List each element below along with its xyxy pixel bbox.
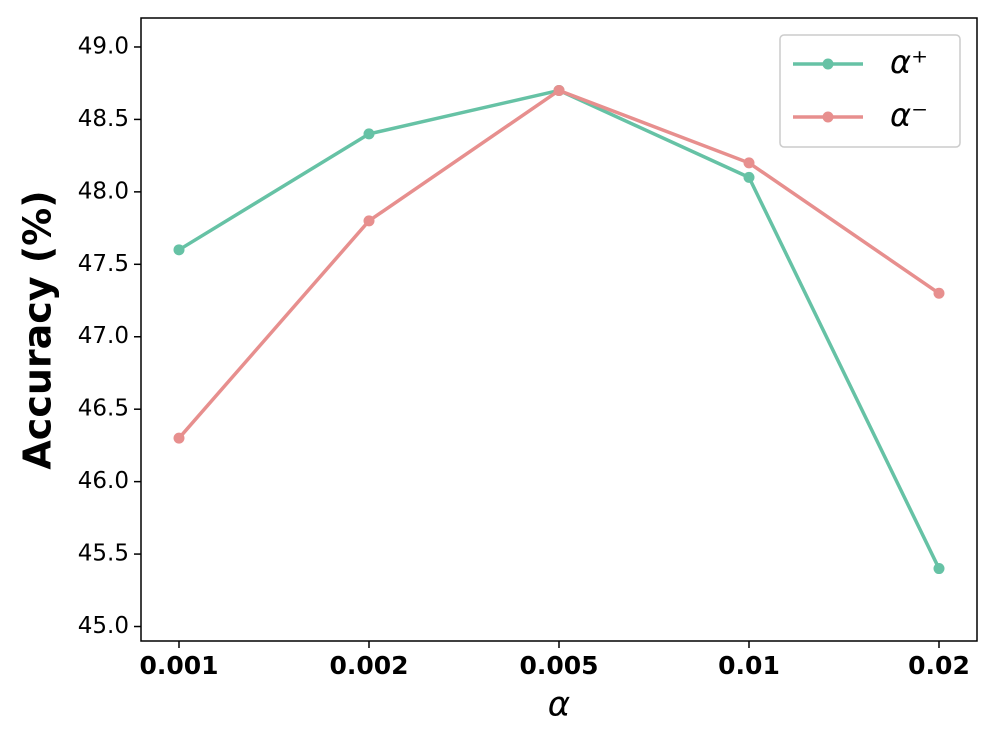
y-tick-label: 48.0 — [78, 178, 129, 204]
y-tick-label: 45.5 — [78, 541, 129, 567]
point — [173, 244, 185, 256]
x-tick-label: 0.005 — [519, 651, 598, 680]
point — [363, 215, 375, 227]
legend-marker — [822, 111, 834, 123]
line — [178, 88, 941, 570]
x-tick-label: 0.01 — [718, 651, 780, 680]
y-tick-label: 45.0 — [78, 613, 129, 639]
legend-label: α⁺ — [890, 43, 928, 81]
y-tick-label: 47.5 — [78, 251, 129, 277]
legend-label: α⁻ — [890, 96, 928, 134]
point — [933, 287, 945, 299]
point — [173, 432, 185, 444]
x-axis-label: α — [548, 685, 570, 725]
point — [933, 563, 945, 575]
y-tick-label: 46.5 — [78, 396, 129, 422]
point — [743, 171, 755, 183]
legend-marker — [822, 58, 834, 70]
y-tick-label: 49.0 — [78, 33, 129, 59]
legend: α⁺ α⁻ — [779, 34, 961, 148]
y-axis-label: Accuracy (%) — [16, 190, 60, 469]
y-tick-label: 46.0 — [78, 468, 129, 494]
x-tick-label: 0.001 — [139, 651, 218, 680]
point — [363, 128, 375, 140]
point — [553, 84, 565, 96]
y-tick-label: 48.5 — [78, 106, 129, 132]
legend-box — [779, 34, 961, 148]
x-tick-label: 0.002 — [329, 651, 408, 680]
y-tick-label: 47.0 — [78, 323, 129, 349]
point — [743, 157, 755, 169]
x-tick-label: 0.02 — [908, 651, 970, 680]
